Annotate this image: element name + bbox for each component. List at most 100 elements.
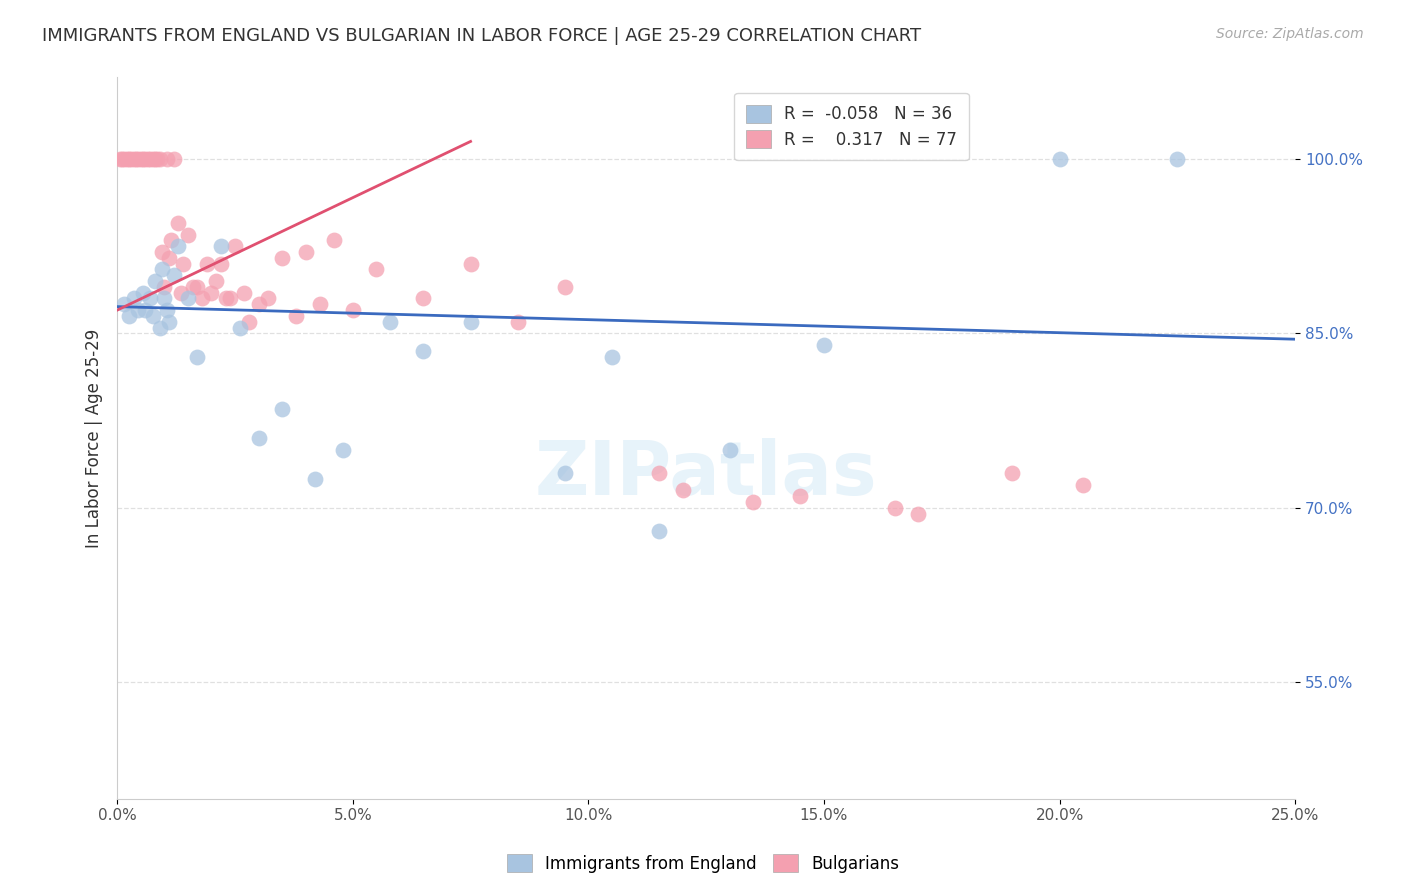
Point xyxy=(125,152,148,166)
Point xyxy=(672,483,695,498)
Point xyxy=(157,315,180,329)
Point xyxy=(112,152,135,166)
Point xyxy=(460,315,482,329)
Point xyxy=(153,280,176,294)
Point xyxy=(186,350,208,364)
Point xyxy=(742,495,765,509)
Point xyxy=(191,292,214,306)
Point xyxy=(813,338,835,352)
Point xyxy=(160,233,183,247)
Point xyxy=(132,285,155,300)
Point xyxy=(366,262,388,277)
Point xyxy=(271,402,294,417)
Point xyxy=(108,152,131,166)
Point xyxy=(554,280,576,294)
Point xyxy=(177,292,200,306)
Point xyxy=(146,152,169,166)
Text: ZIPatlas: ZIPatlas xyxy=(534,438,877,510)
Point xyxy=(132,152,155,166)
Point xyxy=(718,442,741,457)
Point xyxy=(141,152,163,166)
Text: Source: ZipAtlas.com: Source: ZipAtlas.com xyxy=(1216,27,1364,41)
Point xyxy=(1001,466,1024,480)
Point xyxy=(219,292,242,306)
Point xyxy=(308,297,330,311)
Point xyxy=(177,227,200,242)
Point xyxy=(150,244,173,259)
Point xyxy=(186,280,208,294)
Legend: Immigrants from England, Bulgarians: Immigrants from England, Bulgarians xyxy=(501,847,905,880)
Point xyxy=(380,315,402,329)
Point xyxy=(257,292,280,306)
Point xyxy=(157,251,180,265)
Point xyxy=(167,239,190,253)
Point xyxy=(460,257,482,271)
Point xyxy=(600,350,623,364)
Point xyxy=(170,285,193,300)
Point xyxy=(167,216,190,230)
Point xyxy=(1166,152,1188,166)
Point xyxy=(134,152,156,166)
Point xyxy=(271,251,294,265)
Point xyxy=(1071,477,1094,491)
Point xyxy=(139,292,162,306)
Point xyxy=(163,268,186,283)
Point xyxy=(153,292,176,306)
Point xyxy=(112,297,135,311)
Point xyxy=(506,315,529,329)
Point xyxy=(648,524,671,538)
Point xyxy=(205,274,228,288)
Point xyxy=(883,500,905,515)
Point xyxy=(247,431,270,445)
Point xyxy=(342,303,364,318)
Point xyxy=(412,343,434,358)
Point xyxy=(127,152,149,166)
Point xyxy=(141,309,163,323)
Point xyxy=(789,489,811,503)
Point xyxy=(163,152,186,166)
Point xyxy=(120,152,142,166)
Point xyxy=(115,152,138,166)
Point xyxy=(118,152,141,166)
Point xyxy=(143,152,166,166)
Point xyxy=(156,152,179,166)
Point xyxy=(195,257,218,271)
Point xyxy=(209,257,232,271)
Point xyxy=(143,274,166,288)
Point xyxy=(332,442,354,457)
Point xyxy=(224,239,246,253)
Point xyxy=(134,303,156,318)
Point xyxy=(907,507,929,521)
Point xyxy=(149,320,172,334)
Point xyxy=(1049,152,1071,166)
Point xyxy=(127,303,149,318)
Point xyxy=(129,152,152,166)
Point xyxy=(150,262,173,277)
Point xyxy=(139,152,162,166)
Point xyxy=(122,152,145,166)
Point xyxy=(554,466,576,480)
Point xyxy=(285,309,308,323)
Point xyxy=(214,292,236,306)
Legend: R =  -0.058   N = 36, R =    0.317   N = 77: R = -0.058 N = 36, R = 0.317 N = 77 xyxy=(734,93,969,161)
Point xyxy=(111,152,134,166)
Point xyxy=(156,303,179,318)
Point xyxy=(200,285,222,300)
Point xyxy=(323,233,346,247)
Point xyxy=(648,466,671,480)
Point xyxy=(181,280,204,294)
Point xyxy=(412,292,434,306)
Text: IMMIGRANTS FROM ENGLAND VS BULGARIAN IN LABOR FORCE | AGE 25-29 CORRELATION CHAR: IMMIGRANTS FROM ENGLAND VS BULGARIAN IN … xyxy=(42,27,921,45)
Point xyxy=(294,244,316,259)
Point xyxy=(209,239,232,253)
Y-axis label: In Labor Force | Age 25-29: In Labor Force | Age 25-29 xyxy=(86,328,103,548)
Point xyxy=(136,152,159,166)
Point xyxy=(149,152,172,166)
Point xyxy=(233,285,256,300)
Point xyxy=(122,292,145,306)
Point xyxy=(238,315,260,329)
Point xyxy=(304,472,326,486)
Point xyxy=(118,309,141,323)
Point xyxy=(228,320,250,334)
Point xyxy=(247,297,270,311)
